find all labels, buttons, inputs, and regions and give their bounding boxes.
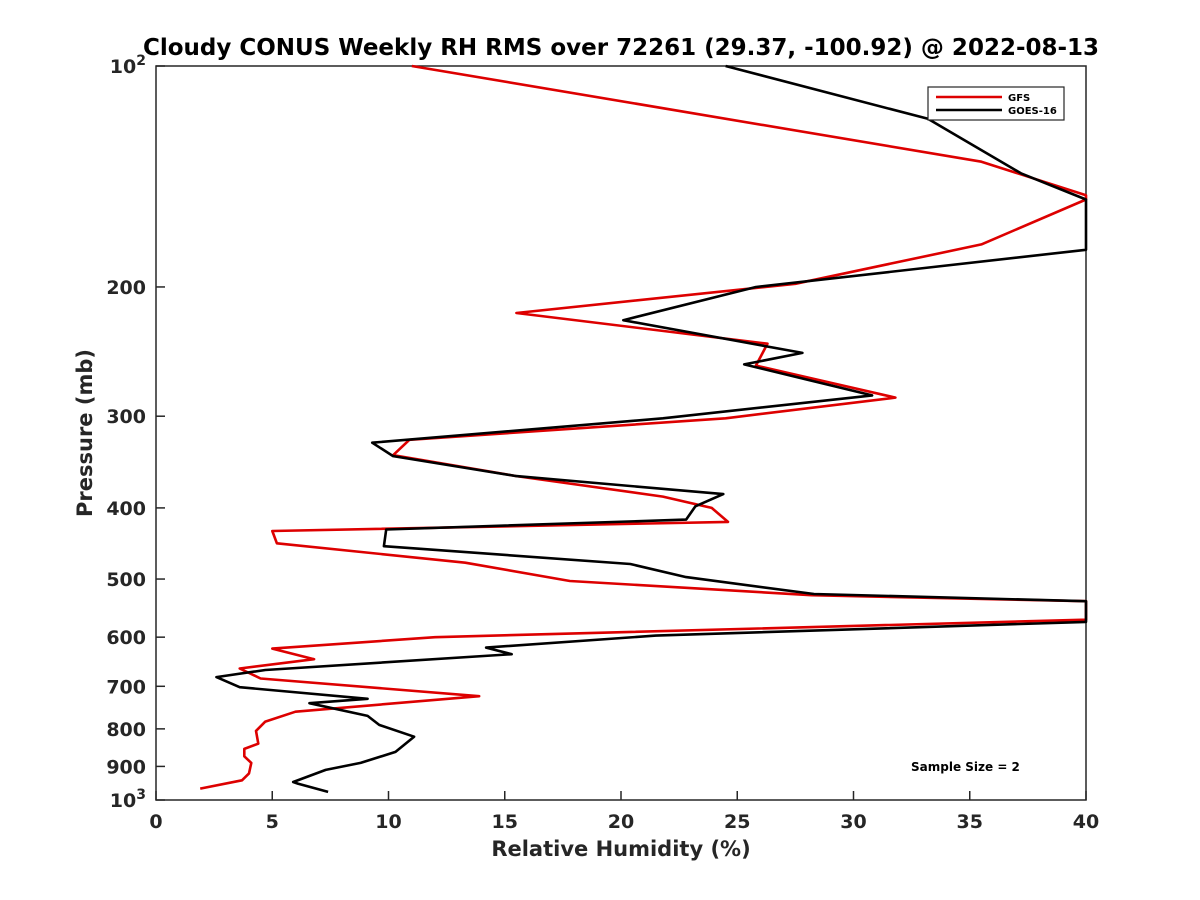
x-tick-label-15: 15 xyxy=(492,811,518,833)
y-tick-label-300: 300 xyxy=(106,406,146,428)
x-tick-label-10: 10 xyxy=(375,811,401,833)
x-axis: 0 5 10 15 20 25 30 35 40 xyxy=(149,791,1099,833)
series-line-gfs xyxy=(199,64,1088,790)
y-axis-label: Pressure (mb) xyxy=(73,349,97,517)
y-tick-label-100: 102 xyxy=(110,53,146,78)
x-tick-label-5: 5 xyxy=(266,811,279,833)
legend-label-goes-16: GOES-16 xyxy=(1008,106,1057,117)
x-tick-label-20: 20 xyxy=(608,811,634,833)
plot-area xyxy=(155,65,1087,801)
y-tick-label-900: 900 xyxy=(106,756,146,778)
x-tick-label-35: 35 xyxy=(957,811,983,833)
legend-label-gfs: GFS xyxy=(1008,93,1030,104)
legend: GFS GOES-16 xyxy=(927,86,1065,121)
y-tick-label-600: 600 xyxy=(106,627,146,649)
y-axis: 102 200 300 400 500 600 700 800 900 103 xyxy=(106,53,165,812)
sample-size-annotation: Sample Size = 2 xyxy=(911,760,1020,774)
x-tick-label-0: 0 xyxy=(149,811,162,833)
y-tick-label-800: 800 xyxy=(106,719,146,741)
y-tick-label-700: 700 xyxy=(106,676,146,698)
x-axis-label: Relative Humidity (%) xyxy=(491,837,750,861)
legend-box xyxy=(927,86,1065,121)
x-tick-label-30: 30 xyxy=(840,811,866,833)
y-tick-label-500: 500 xyxy=(106,569,146,591)
y-tick-label-400: 400 xyxy=(106,498,146,520)
chart-title: Cloudy CONUS Weekly RH RMS over 72261 (2… xyxy=(143,35,1099,61)
y-tick-label-200: 200 xyxy=(106,277,146,299)
y-tick-label-1000: 103 xyxy=(110,787,146,812)
series-layer xyxy=(199,64,1088,794)
x-tick-label-40: 40 xyxy=(1073,811,1099,833)
x-tick-label-25: 25 xyxy=(724,811,750,833)
series-line-goes-16 xyxy=(215,64,1088,794)
